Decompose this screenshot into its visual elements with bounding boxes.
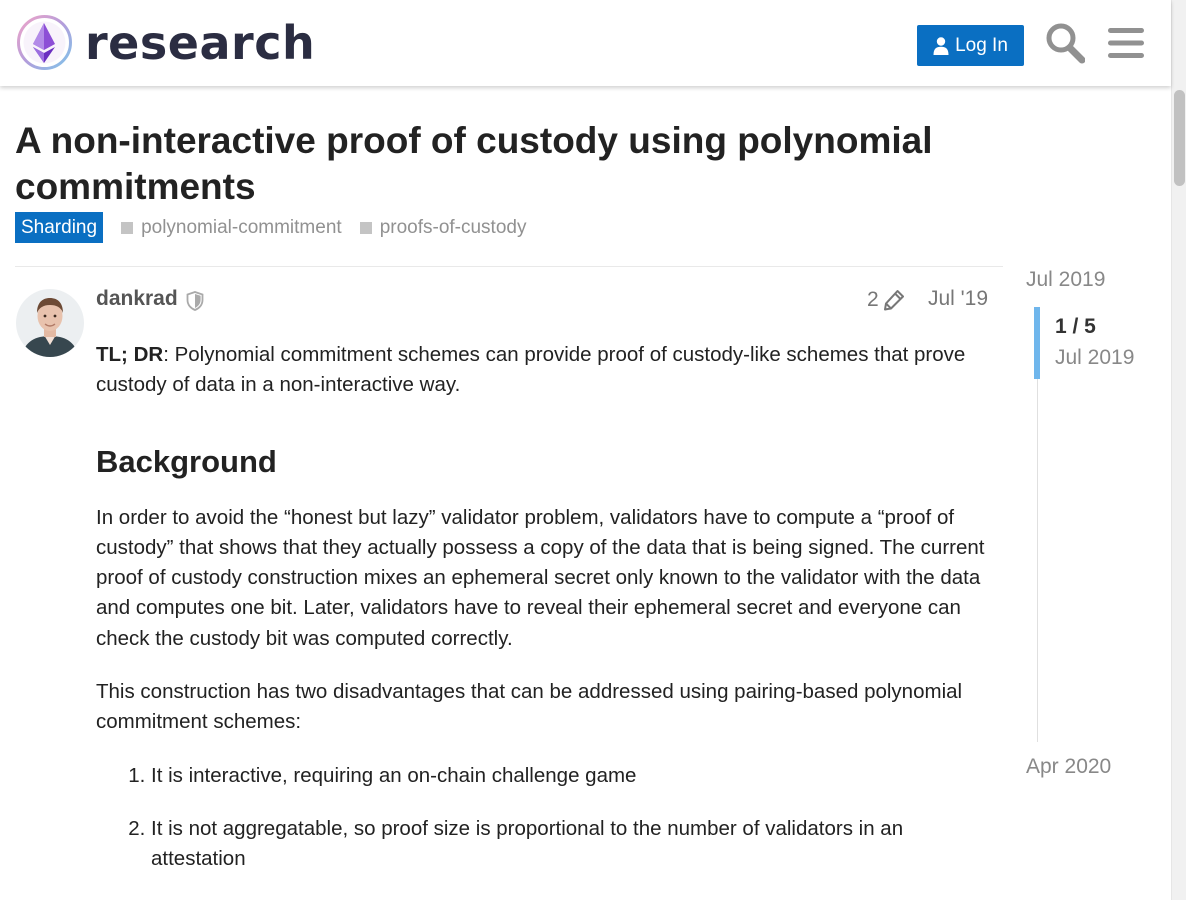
- timeline-end-date[interactable]: Apr 2020: [1026, 755, 1112, 778]
- post-date[interactable]: Jul '19: [927, 287, 988, 310]
- tldr-paragraph: TL; DR: Polynomial commitment schemes ca…: [96, 340, 1001, 401]
- user-avatar-icon: [16, 289, 84, 357]
- edit-count: 2: [867, 288, 879, 311]
- tag-polynomial-commitment[interactable]: polynomial-commitment: [121, 217, 342, 239]
- timeline-position-date: Jul 2019: [1055, 346, 1135, 369]
- site-logo[interactable]: research: [16, 14, 315, 71]
- tag-label: proofs-of-custody: [379, 216, 527, 238]
- topic-title[interactable]: A non-interactive proof of custody using…: [15, 120, 933, 207]
- ordered-list: It is interactive, requiring an on-chain…: [96, 761, 1001, 875]
- post-meta: dankrad 2 Jul '19: [96, 286, 988, 314]
- list-item: It is not aggregatable, so proof size is…: [151, 814, 1001, 875]
- paragraph: In order to avoid the “honest but lazy” …: [96, 505, 985, 650]
- tag-label: polynomial-commitment: [141, 216, 342, 238]
- ethereum-logo-icon: [17, 15, 72, 70]
- username[interactable]: dankrad: [96, 287, 178, 310]
- pencil-icon: [883, 290, 904, 311]
- paragraph: This construction has two disadvantages …: [96, 680, 963, 734]
- edit-history-button[interactable]: 2: [867, 288, 905, 312]
- topic-tags: Sharding polynomial-commitment proofs-of…: [15, 212, 526, 243]
- divider: [15, 266, 1003, 267]
- page-scrollbar[interactable]: [1171, 0, 1186, 900]
- tag-square-icon: [359, 221, 372, 234]
- site-header: research Log In: [0, 0, 1171, 86]
- tldr-text: : Polynomial commitment schemes can prov…: [96, 343, 966, 397]
- tag-proofs-of-custody[interactable]: proofs-of-custody: [359, 216, 527, 239]
- hamburger-menu-icon[interactable]: [1108, 27, 1144, 59]
- timeline-handle[interactable]: [1034, 307, 1040, 379]
- post-body: TL; DR: Polynomial commitment schemes ca…: [96, 340, 1001, 898]
- scrollbar-thumb[interactable]: [1174, 90, 1185, 186]
- tag-square-icon: [121, 221, 134, 234]
- avatar[interactable]: [16, 289, 84, 357]
- search-icon[interactable]: [1045, 22, 1085, 64]
- timeline-track[interactable]: [1037, 308, 1038, 742]
- section-heading: Background: [96, 443, 277, 479]
- site-name: research: [85, 15, 316, 70]
- timeline-position: 1 / 5: [1055, 315, 1096, 338]
- login-label: Log In: [955, 34, 1008, 56]
- category-badge-sharding[interactable]: Sharding: [15, 212, 104, 243]
- timeline-start-date[interactable]: Jul 2019: [1026, 268, 1106, 291]
- list-item: It is interactive, requiring an on-chain…: [151, 761, 1001, 791]
- tldr-label: TL; DR: [96, 343, 164, 366]
- user-icon: [933, 36, 949, 55]
- shield-icon: [186, 291, 204, 311]
- login-button[interactable]: Log In: [917, 25, 1024, 66]
